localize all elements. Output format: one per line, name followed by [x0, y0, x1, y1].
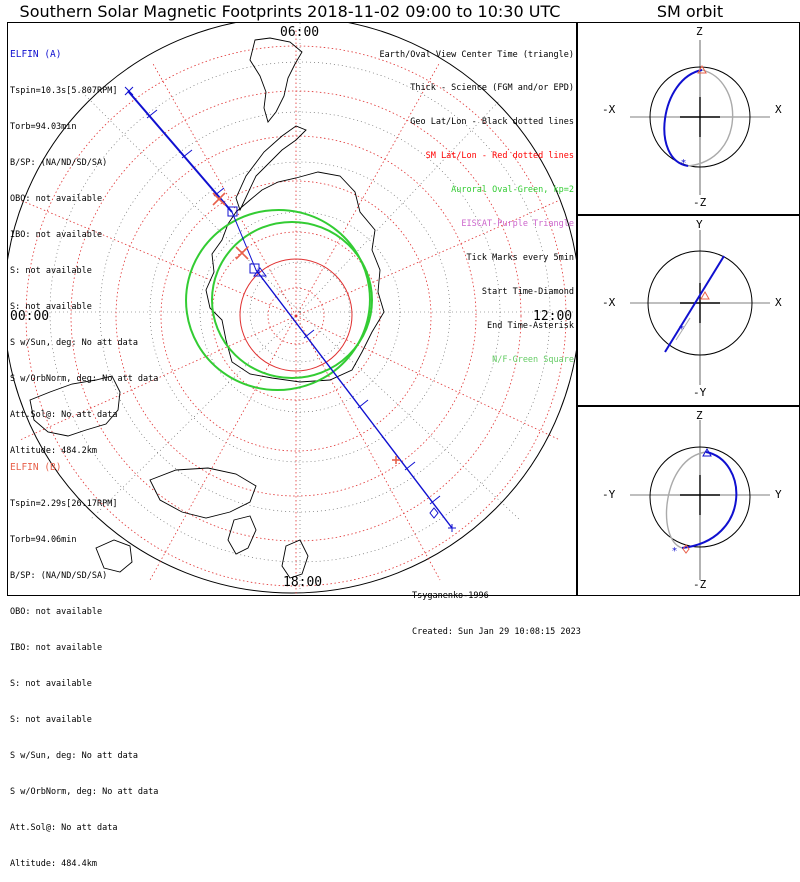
- new-zealand: [281, 539, 309, 579]
- elfin-a-line: Tspin=10.3s[5.807RPM]: [10, 86, 118, 96]
- elfin-b-name: ELFIN (B): [10, 462, 62, 473]
- south-america-tip: [249, 37, 303, 123]
- elfin-track-science-2: [255, 269, 453, 529]
- sm-grid: [19, 30, 567, 595]
- elfin-a-name: ELFIN (A): [10, 49, 62, 60]
- footprint-map: [8, 23, 576, 595]
- legend: Earth/Oval View Center Time (triangle) T…: [380, 27, 574, 377]
- panel3-right-label: Y: [775, 488, 782, 501]
- clock-label-top: 06:00: [280, 25, 320, 40]
- legend-item: Geo Lat/Lon - Black dotted lines: [410, 117, 574, 128]
- elfin-b-line: S: not available: [10, 715, 92, 725]
- panel1-right-label: X: [775, 103, 782, 116]
- elfin-a-line: S w/OrbNorm, deg: No att data: [10, 374, 159, 384]
- orbit-panel-title: SM orbit: [656, 2, 724, 21]
- elfin-b-line: S w/Sun, deg: No att data: [10, 751, 138, 761]
- footer: Tsyganenko-1996 Created: Sun Jan 29 10:0…: [412, 566, 581, 650]
- geo-grid: [8, 23, 576, 595]
- panel3-left-label: -Y: [602, 488, 616, 501]
- australia-south: [149, 467, 257, 519]
- elfin-b-line: B/SP: (NA/ND/SD/SA): [10, 571, 108, 581]
- antarctica-outline: [205, 171, 385, 383]
- elfin-b-markers: [212, 192, 400, 464]
- footprint-map-frame: [7, 22, 577, 596]
- coastlines: [29, 37, 385, 579]
- elfin-b-line: OBO: not available: [10, 607, 103, 617]
- elfin-a-end-asterisk: [124, 86, 456, 532]
- elfin-a-line: OBO: not available: [10, 194, 103, 204]
- elfin-track-science-1: [127, 90, 233, 213]
- elfin-b-info: ELFIN (B) Tspin=2.29s[26.17RPM] Torb=94.…: [10, 438, 158, 882]
- legend-item: Start Time-Diamond: [481, 286, 574, 297]
- auroral-oval: [185, 208, 373, 392]
- elfin-b-line: IBO: not available: [10, 643, 103, 653]
- elfin-nf-square-a: [227, 206, 238, 217]
- legend-item: EISCAT-Purple Triangle: [461, 219, 574, 230]
- elfin-b-line: Torb=94.06min: [10, 535, 77, 545]
- created-timestamp: Created: Sun Jan 29 10:08:15 2023: [412, 627, 581, 637]
- clock-label-right: 12:00: [533, 309, 573, 324]
- australia-part: [29, 375, 121, 437]
- panel3-top-label: Z: [696, 409, 703, 422]
- island-b: [227, 515, 257, 555]
- panel1-top-label: Z: [696, 25, 703, 38]
- elfin-b-line: S: not available: [10, 679, 92, 689]
- island-a: [95, 539, 133, 573]
- legend-item: Auroral Oval-Green, kp=2: [451, 185, 574, 196]
- clock-label-left: 00:00: [10, 309, 50, 324]
- plot-title: Southern Solar Magnetic Footprints 2018-…: [19, 2, 561, 21]
- sm-polar-cap-circle: [239, 258, 353, 372]
- panel3-bottom-label: -Z: [693, 578, 707, 591]
- clock-label-bottom: 18:00: [283, 575, 323, 590]
- legend-item: Tick Marks every 5min: [466, 252, 574, 263]
- panel2-top-label: Y: [696, 218, 703, 231]
- legend-item: End Time-Asterisk: [487, 320, 574, 331]
- legend-item: Thick - Science (FGM and/or EPD): [410, 83, 574, 94]
- legend-item: SM Lat/Lon - Red dotted lines: [425, 151, 574, 162]
- elfin-a-line: B/SP: (NA/ND/SD/SA): [10, 158, 108, 168]
- elfin-track-thin: [231, 211, 257, 271]
- elfin-start-diamond: [429, 507, 439, 519]
- panel1-left-label: -X: [602, 103, 616, 116]
- elfin-a-line: S: not available: [10, 266, 92, 276]
- auroral-oval-inner: [211, 221, 373, 379]
- panel2-left-label: -X: [602, 296, 616, 309]
- antarctic-peninsula: [235, 125, 307, 212]
- elfin-track-ticks: [146, 109, 441, 505]
- panel2-bottom-label: -Y: [693, 386, 707, 399]
- elfin-b-line: Altitude: 484.4km: [10, 859, 97, 869]
- elfin-a-line: S: not available: [10, 302, 92, 312]
- elfin-a-line: S w/Sun, deg: No att data: [10, 338, 138, 348]
- elfin-b-line: S w/OrbNorm, deg: No att data: [10, 787, 159, 797]
- panel1-bottom-label: -Z: [693, 196, 707, 209]
- elfin-b-line: Tspin=2.29s[26.17RPM]: [10, 499, 118, 509]
- elfin-a-line: Torb=94.03min: [10, 122, 77, 132]
- view-center-triangle: [253, 267, 267, 277]
- globe-boundary: [8, 23, 576, 594]
- elfin-a-line: Altitude: 484.2km: [10, 446, 97, 456]
- panel2-right-label: X: [775, 296, 782, 309]
- map-content: [8, 23, 576, 595]
- elfin-a-line: IBO: not available: [10, 230, 103, 240]
- elfin-a-line: Att.Sol@: No att data: [10, 410, 118, 420]
- legend-item: Earth/Oval View Center Time (triangle): [379, 49, 574, 60]
- auroral-oval-outer: [185, 208, 371, 392]
- model-label: Tsyganenko-1996: [412, 591, 489, 601]
- legend-item: N/F-Green Square: [492, 354, 574, 365]
- elfin-b-line: Att.Sol@: No att data: [10, 823, 118, 833]
- elfin-track: [124, 86, 456, 532]
- elfin-a-info: ELFIN (A) Tspin=10.3s[5.807RPM] Torb=94.…: [10, 25, 158, 469]
